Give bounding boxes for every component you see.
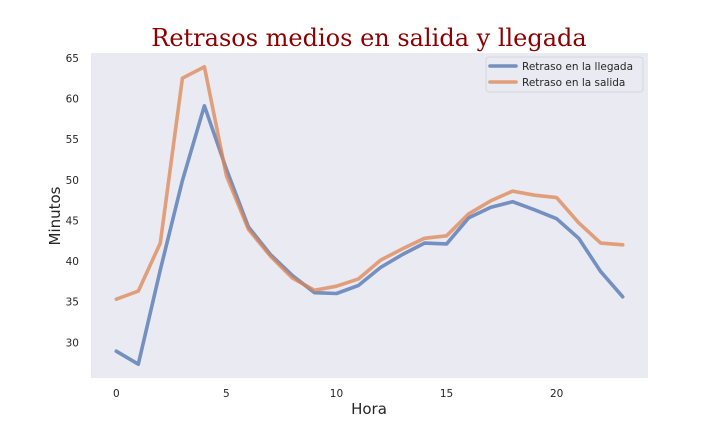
x-tick-label: 15 [440,388,453,400]
x-tick-label: 10 [330,388,343,400]
y-tick-label: 65 [66,53,79,65]
y-tick-label: 45 [66,215,79,227]
x-tick-label: 0 [113,388,120,400]
series-line-1 [114,65,625,301]
y-ticks: 30 35 40 45 50 55 60 65 [66,53,79,349]
x-tick-label: 5 [223,388,230,400]
x-axis-label: Hora [351,400,387,418]
y-axis-label: Minutos [46,186,64,245]
plot-area [91,53,648,378]
legend-box [485,56,644,93]
x-ticks: 0 5 10 15 20 [113,388,563,400]
x-tick-label: 20 [550,388,563,400]
legend-entry-label: Retraso en la salida [522,77,625,89]
legend-entry-label: Retraso en la llegada [522,61,633,73]
chart-title: Retrasos medios en salida y llegada [151,24,586,52]
y-tick-label: 40 [66,256,79,268]
series-line-0 [114,104,625,366]
y-tick-label: 55 [66,134,79,146]
y-tick-label: 50 [66,175,79,187]
y-tick-label: 60 [66,94,79,106]
legend-items: Retraso en la llegada Retraso en la salid… [488,61,633,89]
y-tick-label: 30 [66,337,79,349]
y-tick-label: 35 [66,297,79,309]
legend: Retraso en la llegada Retraso en la salid… [485,56,644,93]
series-layer [114,65,625,366]
